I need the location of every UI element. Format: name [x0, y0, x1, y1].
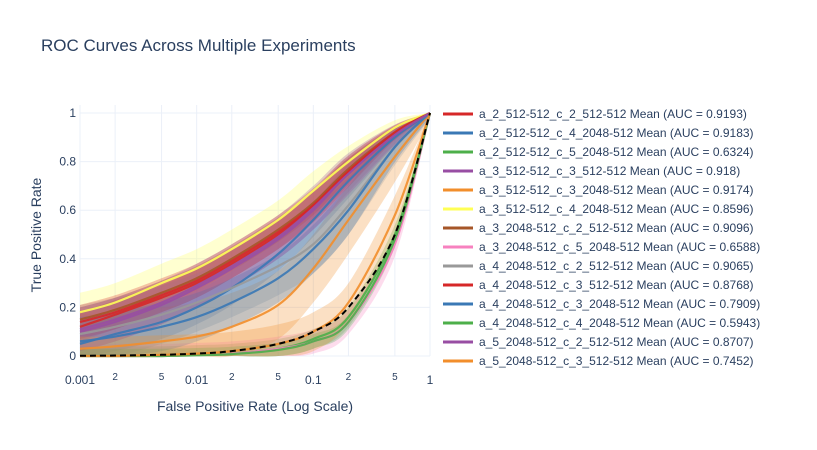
- chance-line: [79, 112, 431, 357]
- axis-ticks: 0.001 2 5 0.01 2 5 0.1 2 5 1 0 0.2 0.4 0.6 0.8 1: [59, 106, 433, 387]
- x-tick-label: 5: [275, 372, 281, 383]
- x-tick-label: 2: [229, 372, 235, 383]
- x-tick-label: 5: [392, 372, 398, 383]
- legend-label: a_3_512-512_c_3_2048-512 Mean (AUC = 0.9…: [479, 183, 754, 197]
- y-tick-label: 0.8: [59, 155, 76, 169]
- x-axis-title: False Positive Rate (Log Scale): [157, 398, 353, 414]
- x-tick-label: 1: [427, 373, 434, 387]
- series-line: [79, 112, 431, 336]
- legend-item[interactable]: a_3_512-512_c_4_2048-512 Mean (AUC = 0.8…: [443, 202, 754, 216]
- y-tick-label: 1: [69, 106, 76, 120]
- series-band: [80, 113, 430, 357]
- legend-item[interactable]: a_5_2048-512_c_3_512-512 Mean (AUC = 0.7…: [443, 354, 754, 368]
- x-tick-label: 0.01: [185, 373, 209, 387]
- x-tick-label: 2: [346, 372, 352, 383]
- series-line: [79, 111, 431, 314]
- legend-label: a_4_2048-512_c_3_512-512 Mean (AUC = 0.8…: [479, 278, 754, 292]
- legend-label: a_2_512-512_c_2_512-512 Mean (AUC = 0.91…: [479, 107, 747, 121]
- legend-label: a_5_2048-512_c_2_512-512 Mean (AUC = 0.8…: [479, 335, 754, 349]
- legend-item[interactable]: a_3_512-512_c_3_512-512 Mean (AUC = 0.91…: [443, 164, 740, 178]
- legend-label: a_3_2048-512_c_5_2048-512 Mean (AUC = 0.…: [479, 240, 760, 254]
- legend-item[interactable]: a_2_512-512_c_4_2048-512 Mean (AUC = 0.9…: [443, 126, 754, 140]
- legend-item[interactable]: a_4_2048-512_c_2_512-512 Mean (AUC = 0.9…: [443, 259, 754, 273]
- legend-item[interactable]: a_2_512-512_c_2_512-512 Mean (AUC = 0.91…: [443, 107, 747, 121]
- x-tick-label: 5: [159, 372, 165, 383]
- y-axis-title: True Positive Rate: [28, 177, 44, 292]
- series-line: [79, 112, 431, 324]
- legend-item[interactable]: a_3_2048-512_c_5_2048-512 Mean (AUC = 0.…: [443, 240, 760, 254]
- legend-item[interactable]: a_2_512-512_c_5_2048-512 Mean (AUC = 0.6…: [443, 145, 754, 159]
- legend-label: a_3_512-512_c_3_512-512 Mean (AUC = 0.91…: [479, 164, 740, 178]
- series-band: [80, 113, 430, 342]
- legend[interactable]: a_2_512-512_c_2_512-512 Mean (AUC = 0.91…: [443, 107, 760, 368]
- legend-label: a_5_2048-512_c_3_512-512 Mean (AUC = 0.7…: [479, 354, 754, 368]
- reference-line: [79, 112, 431, 357]
- series-line: [79, 112, 431, 331]
- legend-item[interactable]: a_4_2048-512_c_3_2048-512 Mean (AUC = 0.…: [443, 297, 760, 311]
- legend-item[interactable]: a_5_2048-512_c_2_512-512 Mean (AUC = 0.8…: [443, 335, 754, 349]
- legend-label: a_4_2048-512_c_4_2048-512 Mean (AUC = 0.…: [479, 316, 760, 330]
- legend-item[interactable]: a_3_512-512_c_3_2048-512 Mean (AUC = 0.9…: [443, 183, 754, 197]
- legend-label: a_2_512-512_c_5_2048-512 Mean (AUC = 0.6…: [479, 145, 754, 159]
- legend-item[interactable]: a_4_2048-512_c_3_512-512 Mean (AUC = 0.8…: [443, 278, 754, 292]
- x-tick-label: 2: [112, 372, 118, 383]
- y-tick-label: 0.4: [59, 252, 76, 266]
- y-tick-label: 0.6: [59, 203, 76, 217]
- legend-label: a_4_2048-512_c_2_512-512 Mean (AUC = 0.9…: [479, 259, 754, 273]
- series-band: [80, 113, 430, 339]
- chart-title: ROC Curves Across Multiple Experiments: [41, 36, 356, 55]
- series-line: [79, 112, 431, 343]
- y-tick-label: 0: [69, 349, 76, 363]
- x-tick-label: 0.001: [65, 373, 95, 387]
- legend-item[interactable]: a_3_2048-512_c_2_512-512 Mean (AUC = 0.9…: [443, 221, 754, 235]
- legend-label: a_3_2048-512_c_2_512-512 Mean (AUC = 0.9…: [479, 221, 754, 235]
- legend-label: a_4_2048-512_c_3_2048-512 Mean (AUC = 0.…: [479, 297, 760, 311]
- x-tick-label: 0.1: [305, 373, 322, 387]
- legend-item[interactable]: a_4_2048-512_c_4_2048-512 Mean (AUC = 0.…: [443, 316, 760, 330]
- series-line: [79, 112, 431, 345]
- y-tick-label: 0.2: [59, 300, 76, 314]
- series-line: [79, 112, 431, 350]
- legend-label: a_3_512-512_c_4_2048-512 Mean (AUC = 0.8…: [479, 202, 754, 216]
- legend-label: a_2_512-512_c_4_2048-512 Mean (AUC = 0.9…: [479, 126, 754, 140]
